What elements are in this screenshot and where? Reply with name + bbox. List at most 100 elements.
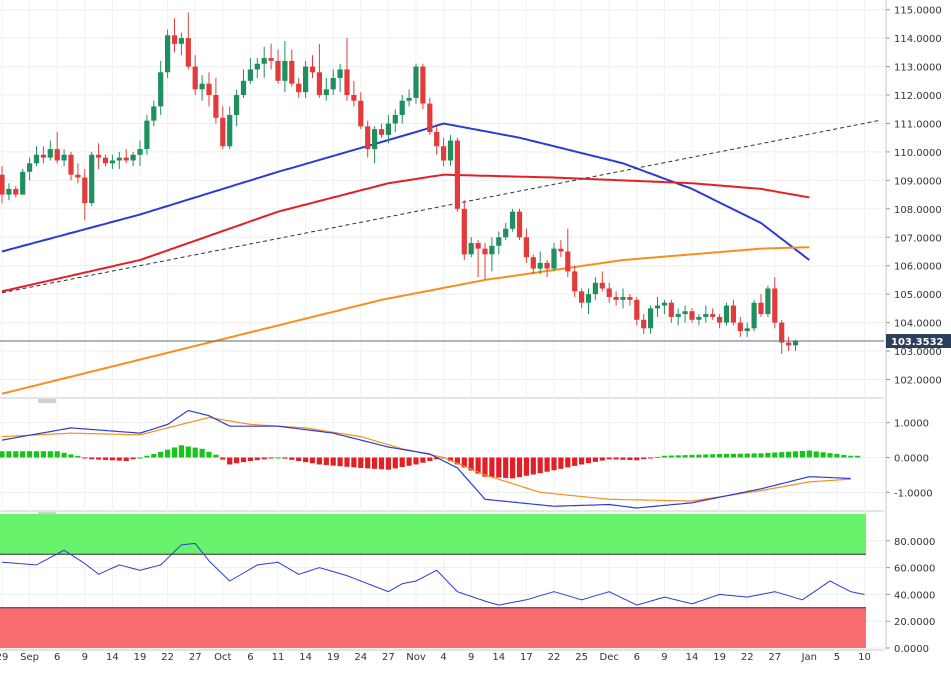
macd-tick-label: 0.0000 [894, 454, 929, 465]
candle-body [585, 294, 592, 303]
time-tick-label: 4 [440, 652, 446, 663]
moving-average-line [1, 173, 810, 293]
candle-body [220, 117, 226, 147]
macd-histogram-bar [109, 457, 115, 461]
candle-body [737, 322, 743, 332]
macd-histogram-bar [261, 457, 267, 460]
macd-histogram-bar [171, 447, 178, 458]
macd-histogram-bar [689, 454, 695, 458]
last-price-badge [886, 334, 951, 349]
time-tick-label: 24 [354, 652, 367, 663]
macd-histogram-bar [289, 457, 295, 460]
macd-histogram-bar [392, 457, 398, 469]
macd-histogram-bar [510, 457, 516, 479]
candle-body [6, 188, 12, 195]
time-tick-label: Dec [600, 652, 619, 663]
macd-histogram-bar [296, 457, 302, 461]
candle-body [240, 80, 247, 96]
candle-body [792, 341, 799, 346]
macd-histogram-bar [192, 447, 198, 458]
candle-body [337, 69, 343, 78]
macd-histogram-bar [751, 453, 757, 458]
macd-histogram-bar [551, 457, 557, 471]
macd-histogram-bar [20, 451, 26, 458]
candle-body [496, 237, 502, 246]
macd-histogram-bar [799, 450, 805, 458]
candle-body [530, 257, 536, 269]
time-tick-label: 6 [247, 652, 253, 663]
price-tick-label: 114.0000 [894, 34, 942, 45]
rsi-line [1, 542, 865, 606]
candle-body [254, 63, 260, 70]
macd-histogram-bar [758, 453, 764, 458]
price-tick-label: 107.0000 [894, 233, 942, 244]
macd-histogram-bar [668, 455, 674, 458]
macd-histogram-bar [54, 451, 60, 458]
macd-histogram-bar [144, 455, 150, 458]
candle-body [165, 35, 171, 73]
candle-body [116, 157, 122, 161]
macd-histogram-bar [765, 452, 771, 458]
candle-body [648, 308, 654, 329]
candle-body [572, 271, 578, 292]
macd-histogram-bar [503, 457, 509, 478]
macd-histogram-bar [834, 454, 840, 458]
candle-body [523, 237, 529, 258]
macd-histogram-bar [427, 457, 433, 461]
macd-histogram-bar [323, 457, 329, 466]
candle-body [510, 211, 516, 229]
macd-histogram-bar [68, 454, 74, 458]
candle-body [316, 72, 322, 96]
trendline [1, 120, 879, 294]
macd-histogram-bar [496, 457, 502, 478]
candle-body [434, 132, 440, 147]
macd-histogram-bar [47, 451, 53, 458]
macd-histogram-bar [813, 451, 819, 458]
candle-body [296, 83, 302, 93]
macd-histogram-bar [820, 452, 826, 458]
macd-histogram-bar [558, 457, 564, 469]
macd-histogram-bar [6, 451, 12, 458]
time-tick-label: 9 [82, 652, 88, 663]
macd-histogram-bar [827, 453, 833, 458]
macd-histogram-bar [102, 457, 109, 460]
candle-body [82, 177, 88, 204]
candle-body [247, 69, 253, 81]
time-tick-label: 27 [768, 652, 781, 663]
candle-body [537, 262, 543, 269]
candle-body [378, 129, 385, 135]
candle-body [696, 316, 702, 320]
macd-histogram-bar [661, 455, 667, 458]
macd-histogram-bar [158, 451, 164, 458]
candle-body [420, 66, 426, 104]
candle-body [682, 311, 688, 315]
time-tick-label: 10 [858, 652, 871, 663]
macd-histogram-bar [351, 457, 357, 468]
macd-histogram-bar [378, 457, 385, 470]
time-tick-label: 9 [468, 652, 474, 663]
candle-body [661, 302, 667, 306]
candle-body [309, 66, 316, 73]
candle-body [303, 66, 309, 93]
macd-histogram-bar [40, 451, 46, 458]
candle-body [261, 58, 267, 64]
candle-body [668, 302, 674, 317]
macd-histogram-bar [0, 451, 5, 458]
macd-histogram-bar [27, 451, 33, 458]
candle-body [358, 100, 364, 127]
price-tick-label: 109.0000 [894, 176, 942, 187]
macd-histogram-bar [137, 457, 143, 459]
candle-body [454, 140, 460, 209]
candle-body [33, 154, 40, 164]
macd-histogram-bar [537, 457, 543, 474]
candle-body [123, 157, 129, 161]
macd-histogram-bar [227, 457, 233, 465]
time-tick-label: 9 [661, 652, 667, 663]
price-tick-label: 112.0000 [894, 91, 942, 102]
price-tick-label: 115.0000 [894, 6, 942, 17]
price-tick-label: 103.0000 [894, 347, 942, 358]
candle-body [751, 302, 757, 329]
macd-histogram-bar [330, 457, 336, 466]
candle-body [171, 35, 178, 44]
macd-histogram-bar [447, 457, 454, 461]
